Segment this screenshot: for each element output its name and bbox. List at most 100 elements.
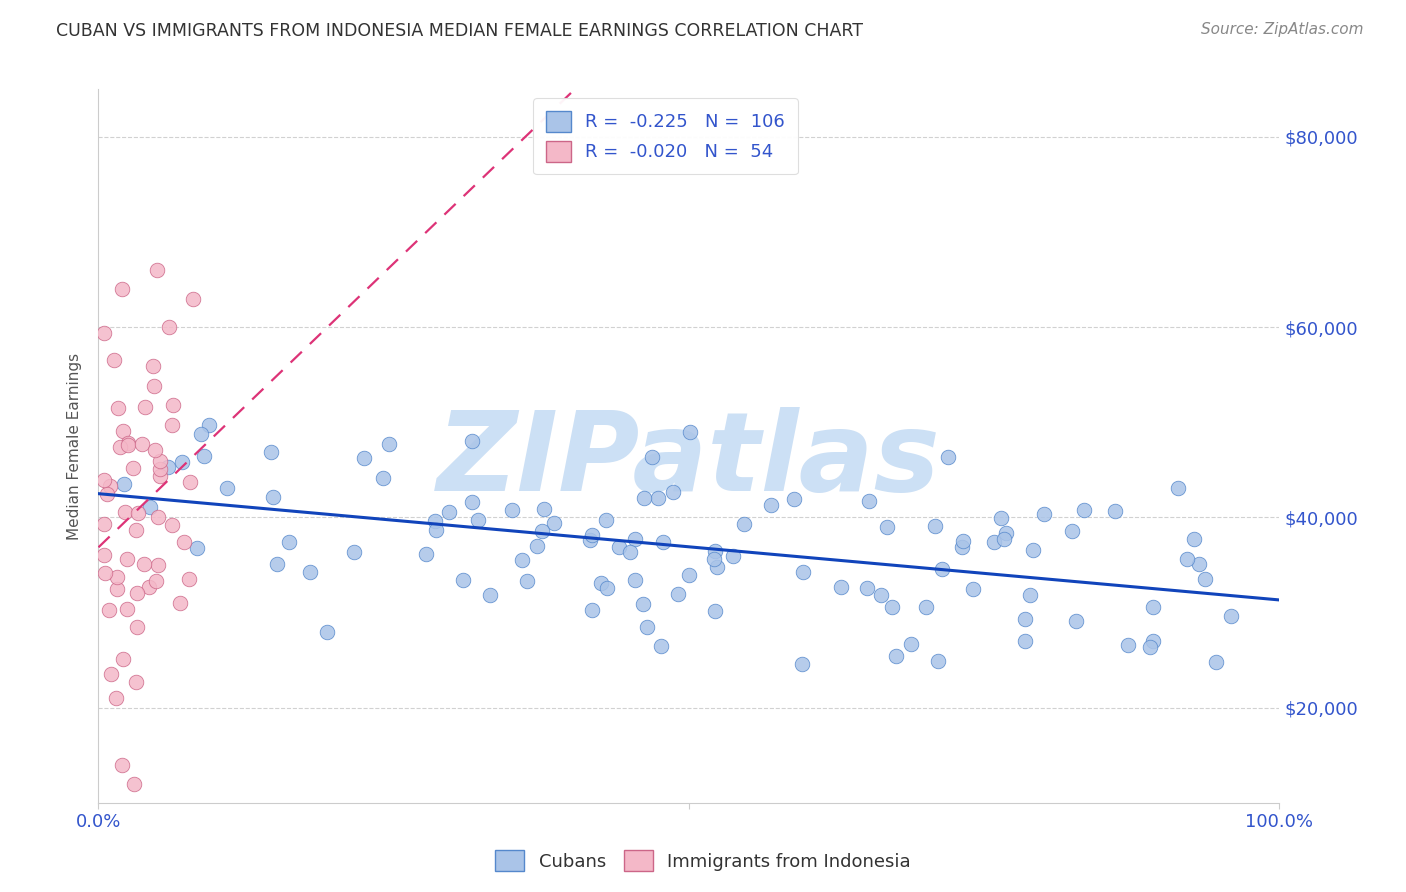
- Point: [262, 490, 284, 504]
- Point: [931, 562, 953, 576]
- Point: [461, 434, 484, 449]
- Point: [595, 513, 617, 527]
- Point: [886, 649, 908, 664]
- Point: [679, 425, 702, 440]
- Point: [579, 533, 602, 548]
- Point: [915, 600, 938, 615]
- Legend: Cubans, Immigrants from Indonesia: Cubans, Immigrants from Indonesia: [488, 843, 918, 879]
- Point: [98, 603, 121, 617]
- Point: [112, 476, 135, 491]
- Point: [983, 535, 1005, 549]
- Point: [1073, 503, 1095, 517]
- Point: [142, 359, 165, 373]
- Point: [148, 509, 170, 524]
- Point: [1064, 614, 1087, 628]
- Point: [142, 379, 165, 393]
- Point: [117, 552, 139, 566]
- Point: [149, 468, 172, 483]
- Point: [266, 557, 288, 571]
- Point: [105, 691, 128, 706]
- Point: [100, 667, 122, 681]
- Text: CUBAN VS IMMIGRANTS FROM INDONESIA MEDIAN FEMALE EARNINGS CORRELATION CHART: CUBAN VS IMMIGRANTS FROM INDONESIA MEDIA…: [56, 22, 863, 40]
- Point: [162, 398, 184, 412]
- Point: [952, 534, 974, 549]
- Point: [650, 639, 672, 653]
- Point: [856, 581, 879, 595]
- Point: [425, 523, 447, 537]
- Point: [678, 568, 700, 582]
- Point: [125, 523, 148, 537]
- Point: [1188, 557, 1211, 571]
- Point: [927, 654, 949, 668]
- Point: [162, 517, 184, 532]
- Point: [111, 282, 134, 296]
- Text: ZIPatlas: ZIPatlas: [437, 407, 941, 514]
- Point: [121, 461, 143, 475]
- Point: [277, 534, 299, 549]
- Point: [160, 417, 183, 432]
- Point: [157, 460, 180, 475]
- Point: [127, 506, 149, 520]
- Point: [353, 450, 375, 465]
- Point: [125, 675, 148, 690]
- Point: [1116, 638, 1139, 652]
- Point: [451, 574, 474, 588]
- Point: [117, 438, 139, 452]
- Point: [145, 574, 167, 588]
- Point: [1142, 599, 1164, 614]
- Point: [105, 582, 128, 596]
- Point: [900, 637, 922, 651]
- Point: [543, 516, 565, 530]
- Point: [950, 540, 973, 554]
- Point: [139, 500, 162, 514]
- Point: [647, 491, 669, 505]
- Point: [157, 320, 180, 334]
- Point: [596, 582, 619, 596]
- Point: [721, 549, 744, 563]
- Point: [633, 491, 655, 505]
- Point: [149, 454, 172, 468]
- Point: [641, 450, 664, 464]
- Point: [636, 620, 658, 634]
- Point: [298, 565, 321, 579]
- Point: [516, 574, 538, 588]
- Point: [467, 513, 489, 527]
- Point: [1182, 533, 1205, 547]
- Point: [93, 516, 115, 531]
- Point: [733, 517, 755, 532]
- Point: [704, 544, 727, 558]
- Point: [423, 515, 446, 529]
- Point: [437, 505, 460, 519]
- Point: [995, 526, 1018, 541]
- Point: [761, 498, 783, 512]
- Point: [93, 474, 115, 488]
- Point: [1194, 572, 1216, 586]
- Point: [343, 545, 366, 559]
- Point: [193, 449, 215, 463]
- Point: [581, 528, 603, 542]
- Point: [510, 553, 533, 567]
- Point: [1167, 481, 1189, 495]
- Point: [533, 502, 555, 516]
- Point: [181, 292, 204, 306]
- Point: [169, 596, 191, 610]
- Point: [1032, 507, 1054, 521]
- Point: [134, 557, 156, 571]
- Point: [993, 532, 1015, 546]
- Point: [117, 436, 139, 450]
- Point: [607, 541, 630, 555]
- Point: [623, 533, 645, 547]
- Point: [143, 442, 166, 457]
- Point: [177, 573, 200, 587]
- Legend: R =  -0.225   N =  106, R =  -0.020   N =  54: R = -0.225 N = 106, R = -0.020 N = 54: [533, 98, 797, 174]
- Point: [98, 479, 121, 493]
- Point: [172, 455, 194, 469]
- Point: [668, 587, 690, 601]
- Point: [1022, 543, 1045, 558]
- Point: [1205, 655, 1227, 669]
- Point: [882, 600, 904, 615]
- Point: [94, 566, 117, 580]
- Point: [783, 492, 806, 507]
- Point: [134, 400, 156, 414]
- Point: [114, 505, 136, 519]
